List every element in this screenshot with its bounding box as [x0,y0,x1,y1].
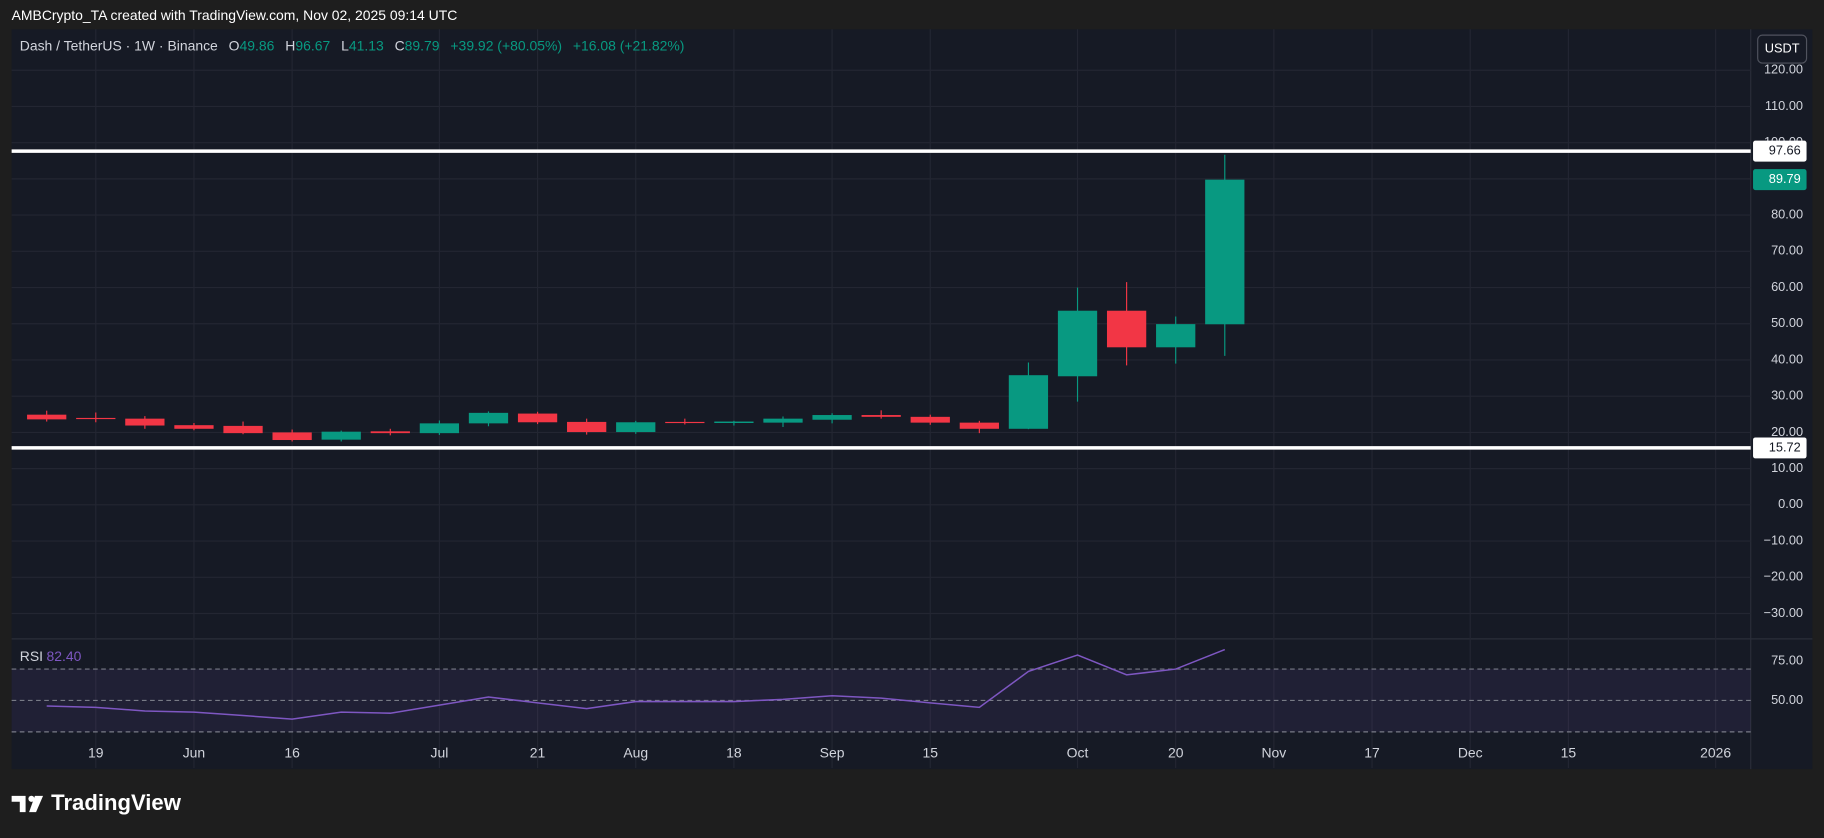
last-price-box [1753,169,1807,191]
x-tick-label: 18 [726,745,742,761]
level-label: 97.66 [1769,143,1801,158]
grid: 19 Jun 16 Jul 21 Aug 18 Sep 15 Oct 20 Nov 17 Dec 15 202… [11,29,1803,768]
y-tick-label: 50.00 [1771,315,1803,330]
y-tick-label: 30.00 [1771,388,1803,403]
currency-label[interactable]: USDT [1765,40,1800,55]
ohlc-label: C [395,37,405,53]
y-tick-label: 10.00 [1771,460,1803,475]
x-tick-label: 21 [530,745,546,761]
x-tick-label: Oct [1067,745,1089,761]
candle-body [223,425,263,434]
marks [27,154,1245,720]
candle-body [174,425,214,429]
x-tick-label: 15 [1561,745,1577,761]
candle-body [616,422,656,433]
x-tick-label: 20 [1168,745,1184,761]
x-tick-label: 17 [1364,745,1380,761]
candle-body [468,412,509,424]
attribution: AMBCrypto_TA created with TradingView.co… [12,7,458,23]
level-label-box [1753,437,1807,459]
overlay: 97.66 15.72 89.79 [11,140,1807,459]
x-tick-label: Aug [623,745,648,761]
symbol: Dash / TetherUS · 1W · Binance [20,37,218,53]
rsi-band-fill [11,669,1751,732]
y-tick-label: 60.00 [1771,279,1803,294]
y-tick-label: −20.00 [1764,569,1803,584]
y-tick-label: 120.00 [1764,62,1803,77]
y-tick-label: 80.00 [1771,206,1803,221]
change: +16.08 (+21.82%) [573,37,685,53]
y-tick-label: 40.00 [1771,351,1803,366]
rsi-tick-label: 50.00 [1771,692,1803,707]
y-tick-label: 0.00 [1778,496,1803,511]
x-tick-label: 2026 [1700,745,1731,761]
ohlc-value: 41.13 [349,37,384,53]
ohlc-label: O [229,37,240,53]
rsi-value: 82.40 [47,648,82,664]
x-tick-label: Nov [1261,745,1286,761]
currency-button[interactable] [1757,34,1808,64]
y-tick-label: 110.00 [1765,98,1803,113]
x-tick-label: Sep [820,745,845,761]
candle-body [714,421,754,423]
candle-body [1057,310,1098,377]
candle-body [1106,310,1147,348]
y-tick-label: −30.00 [1764,605,1803,620]
x-tick-label: 16 [284,745,300,761]
last-price-label: 89.79 [1769,171,1801,186]
x-tick-label: Jun [183,745,205,761]
candle-body [419,423,460,434]
candle-body [959,422,999,429]
candle-body [1008,375,1049,429]
candle-body [125,418,165,426]
y-tick-label: 70.00 [1771,243,1803,258]
candle-body [567,421,607,433]
rsi-name: RSI [20,648,43,664]
x-tick-label: 19 [88,745,104,761]
rsi-line [46,648,1226,720]
candle-body [370,431,410,434]
candle-body [1205,179,1245,325]
rsi-tick-label: 75.00 [1771,653,1803,668]
ohlc-value: 49.86 [240,37,275,53]
level-label: 15.72 [1769,439,1801,454]
ohlc-value: 96.67 [295,37,330,53]
brand-logo [11,795,44,813]
candle-body [812,415,852,420]
candle-body [321,431,361,440]
candle-body [27,414,67,420]
candle-body [861,415,901,417]
y-tick-label: −10.00 [1764,532,1803,547]
ohlc-value: 89.79 [405,37,440,53]
candle-body [272,432,312,441]
candle-body [1156,324,1196,348]
candle-body [76,417,116,420]
change: +39.92 (+80.05%) [450,37,562,53]
x-tick-label: Jul [430,745,448,761]
candle-body [665,421,705,424]
ohlc-label: L [341,37,349,53]
ohlc-label: H [285,37,295,53]
candle-body [763,418,803,423]
x-tick-label: Dec [1458,745,1483,761]
y-tick-label: 20.00 [1771,424,1803,439]
candle-body [910,416,950,423]
level-label-box [1753,140,1807,162]
candle-body [517,413,558,423]
legend: Dash / TetherUS · 1W · Binance O49.86 H9… [20,37,685,53]
brand: TradingView [51,790,182,815]
chart-panel [11,29,1813,770]
x-tick-label: 15 [923,745,939,761]
